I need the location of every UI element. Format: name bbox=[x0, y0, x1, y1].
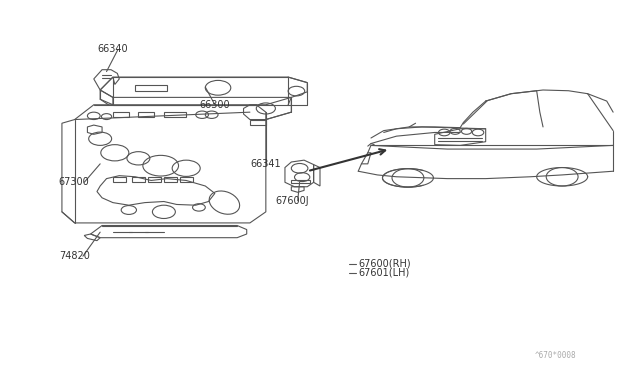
Text: 67600(RH): 67600(RH) bbox=[358, 259, 411, 269]
Text: 66300: 66300 bbox=[199, 100, 230, 110]
Text: 67601(LH): 67601(LH) bbox=[358, 268, 410, 278]
Text: 66340: 66340 bbox=[97, 44, 127, 54]
Text: 67600J: 67600J bbox=[275, 196, 309, 206]
Text: 74820: 74820 bbox=[59, 251, 90, 261]
Text: 67300: 67300 bbox=[59, 177, 90, 187]
Text: 66341: 66341 bbox=[250, 159, 280, 169]
Text: ^670*0008: ^670*0008 bbox=[535, 350, 577, 359]
